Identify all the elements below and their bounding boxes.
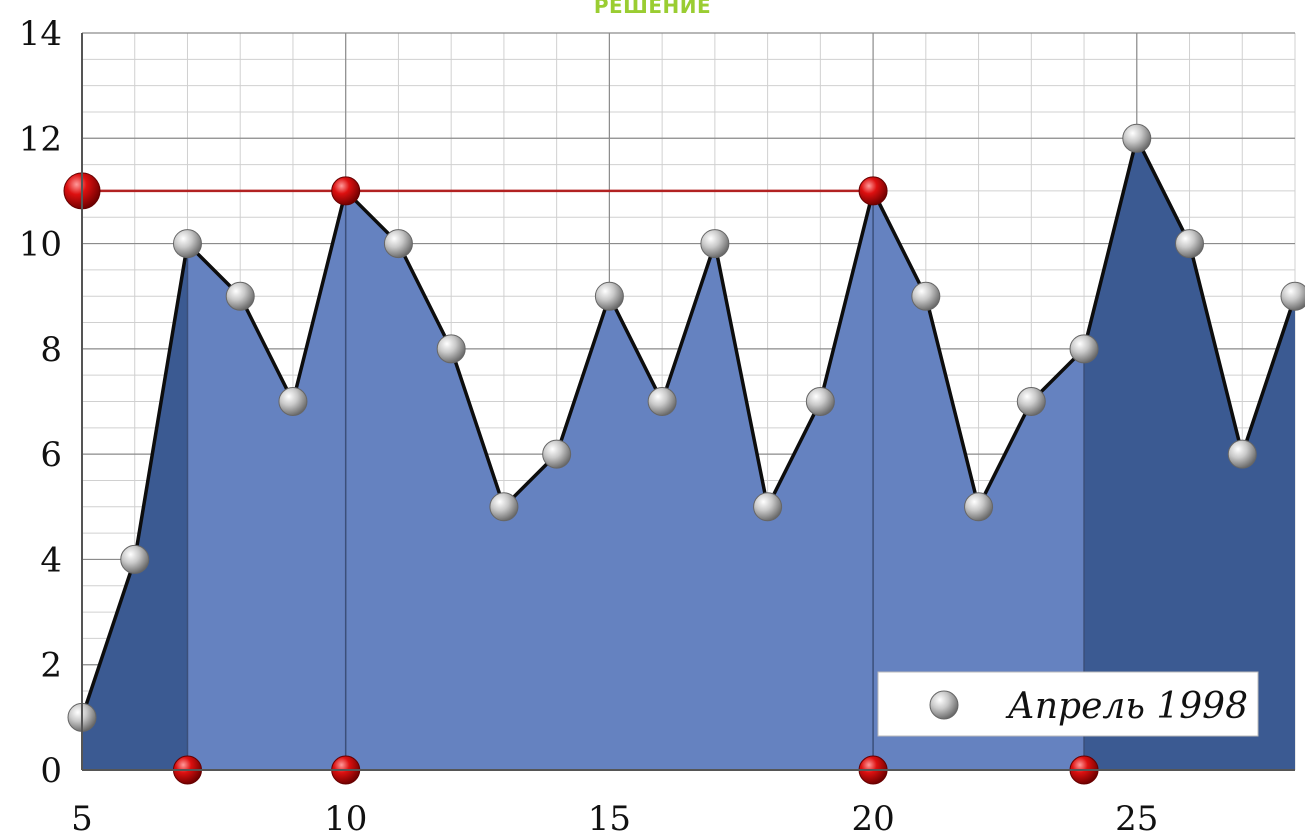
data-point	[436, 334, 466, 364]
highlight-peak-point	[331, 176, 361, 206]
data-point	[383, 229, 413, 259]
area-fill	[82, 138, 1295, 771]
data-point	[172, 229, 202, 259]
x-tick-label: 15	[588, 799, 631, 833]
x-tick-label: 5	[71, 799, 93, 833]
data-point	[753, 492, 783, 522]
area-segment-light	[187, 190, 1085, 770]
guide-lines	[82, 189, 1085, 770]
data-point	[700, 229, 730, 259]
data-point	[647, 387, 677, 416]
chart-title: РЕШЕНИЕ	[593, 0, 712, 18]
data-point	[489, 492, 519, 522]
x-tick-label: 25	[1115, 799, 1158, 833]
data-point	[1280, 281, 1305, 311]
data-point	[1016, 387, 1046, 416]
highlight-peak-point	[858, 176, 888, 206]
x-tick-label: 10	[324, 799, 367, 833]
data-point	[1175, 229, 1205, 259]
axes: 0 2 4 6 8 10 12 14 5 10 15 20 25	[19, 14, 1295, 833]
data-point	[120, 544, 150, 574]
area-segment-dark	[1084, 138, 1295, 771]
y-tick-label: 12	[19, 119, 62, 159]
data-markers	[63, 123, 1305, 785]
y-tick-label: 6	[40, 435, 62, 475]
y-tick-label: 8	[40, 330, 62, 370]
data-point	[964, 492, 994, 522]
legend-marker	[929, 690, 959, 720]
y-tick-label: 14	[19, 14, 62, 54]
data-point	[594, 281, 624, 311]
data-point	[1122, 123, 1152, 153]
x-tick-label: 20	[851, 799, 894, 833]
data-point	[225, 281, 255, 311]
data-point	[911, 281, 941, 311]
data-point	[805, 387, 835, 416]
y-tick-label: 10	[19, 225, 62, 265]
series-line	[80, 136, 1297, 718]
y-tick-label: 2	[40, 646, 62, 686]
y-tick-label: 0	[40, 751, 62, 791]
legend: Апрель 1998	[877, 671, 1259, 737]
data-point	[278, 387, 308, 416]
data-point	[1227, 439, 1257, 469]
y-tick-label: 4	[40, 540, 62, 580]
data-point	[542, 439, 572, 469]
data-point	[1069, 334, 1099, 364]
series-line	[80, 136, 1297, 718]
legend-label: Апрель 1998	[1005, 686, 1248, 727]
